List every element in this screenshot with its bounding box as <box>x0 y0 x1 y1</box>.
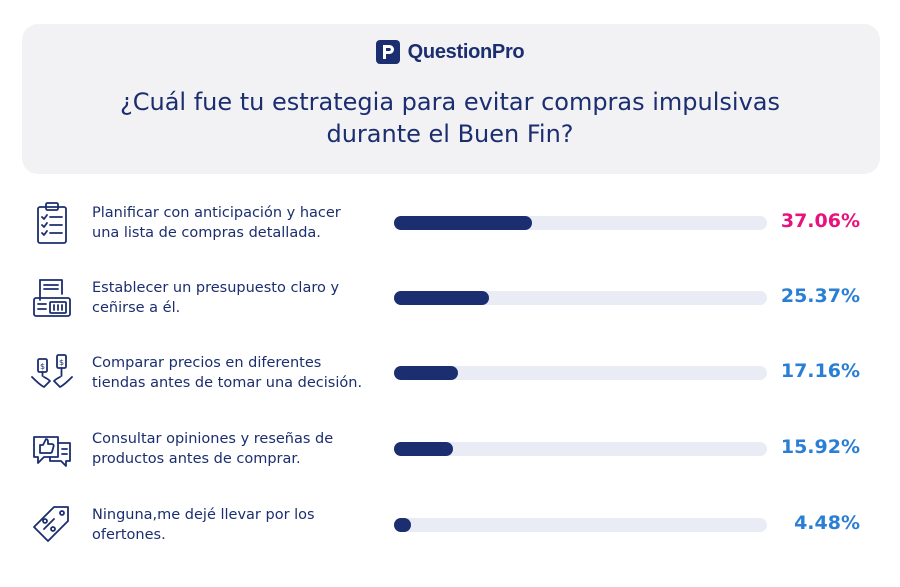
category-label: Establecer un presupuesto claro y ceñirse… <box>92 278 382 318</box>
category-label-line: Establecer un presupuesto claro y <box>92 280 340 296</box>
value-label: 15.92% <box>780 436 860 458</box>
brand-name: QuestionPro <box>407 40 525 63</box>
category-label-line: ceñirse a él. <box>92 300 181 316</box>
category-label-line: ofertones. <box>92 527 166 543</box>
category-label-line: Comparar precios en diferentes <box>92 355 322 371</box>
bar-track <box>394 216 767 230</box>
svg-text:$: $ <box>59 358 64 367</box>
category-label-line: productos antes de comprar. <box>92 451 301 467</box>
category-label-line: Ninguna,me dejé llevar por los <box>92 507 315 523</box>
questionpro-logo-icon <box>375 40 400 64</box>
discount-tag-icon <box>28 501 76 549</box>
checklist-icon <box>28 199 76 247</box>
value-label: 4.48% <box>794 512 860 534</box>
compare-prices-icon: $ $ <box>28 349 76 397</box>
category-label-line: una lista de compras detallada. <box>92 225 321 241</box>
reviews-icon <box>28 425 76 473</box>
category-label-line: Consultar opiniones y reseñas de <box>92 431 334 447</box>
bar <box>394 518 411 532</box>
category-label: Consultar opiniones y reseñas de producto… <box>92 429 382 469</box>
bar-track <box>394 291 767 305</box>
bar-track <box>394 366 767 380</box>
calculator-budget-icon <box>28 274 76 322</box>
category-label-line: Planificar con anticipación y hacer <box>92 205 341 221</box>
value-label: 25.37% <box>780 285 860 307</box>
bar <box>394 442 454 456</box>
chart-title: ¿Cuál fue tu estrategia para evitar comp… <box>119 88 781 148</box>
bar-track <box>394 442 767 456</box>
brand: QuestionPro <box>0 40 900 64</box>
category-label: Planificar con anticipación y hacer una l… <box>92 203 382 243</box>
svg-text:$: $ <box>40 362 45 371</box>
category-label: Ninguna,me dejé llevar por los ofertones. <box>92 505 382 545</box>
value-label: 17.16% <box>780 360 860 382</box>
category-label-line: tiendas antes de tomar una decisión. <box>92 375 363 391</box>
value-label: 37.06% <box>780 210 860 232</box>
category-label: Comparar precios en diferentes tiendas an… <box>92 353 382 393</box>
bar <box>394 216 533 230</box>
bar <box>394 291 489 305</box>
bar <box>394 366 458 380</box>
bar-track <box>394 518 767 532</box>
header-card <box>22 24 880 174</box>
